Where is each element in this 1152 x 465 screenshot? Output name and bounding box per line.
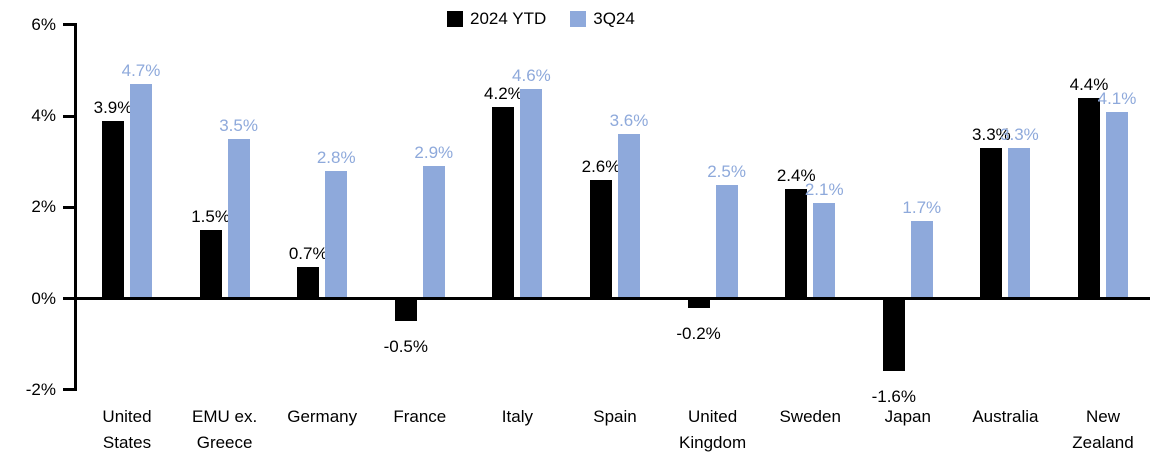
y-tick-mark [63, 23, 77, 27]
category-label: Germany [287, 407, 358, 426]
bar-3q24 [422, 166, 445, 299]
value-label: 0.7% [288, 243, 328, 263]
bar-2024-ytd [785, 189, 808, 299]
bar-2024-ytd [102, 120, 124, 299]
bar-3q24 [1008, 148, 1031, 299]
value-label: 2.6% [581, 156, 621, 176]
value-label: 2.8% [316, 147, 356, 167]
x-axis-line [74, 297, 1150, 300]
bar-3q24 [910, 220, 933, 299]
y-axis-tick-label: 6% [31, 14, 56, 34]
bar-3q24 [813, 202, 836, 299]
category-label: Italy [501, 407, 533, 426]
y-tick-mark [63, 297, 77, 300]
bar-2024-ytd [980, 148, 1003, 299]
bar-3q24 [715, 184, 738, 299]
bar-2024-ytd [687, 298, 710, 308]
y-tick-mark [63, 114, 77, 118]
value-label: 3.6% [609, 111, 649, 131]
value-label: -1.6% [871, 387, 916, 407]
y-axis-tick-label: -2% [25, 379, 56, 399]
bar-2024-ytd [492, 106, 515, 299]
bar-3q24 [618, 134, 640, 299]
value-label: 2.9% [414, 143, 454, 163]
value-label: 4.7% [121, 61, 161, 81]
value-label: 4.4% [1069, 74, 1109, 94]
value-label: 3.9% [93, 97, 133, 117]
y-tick-mark [63, 388, 77, 392]
legend-swatch-3q24 [570, 10, 587, 27]
value-label: -0.5% [383, 337, 428, 357]
legend-item-2024-ytd: 2024 YTD [447, 10, 546, 27]
bar-2024-ytd [199, 230, 222, 299]
value-label: 4.6% [512, 65, 551, 85]
y-axis-line [74, 23, 77, 392]
legend-label-2024-ytd: 2024 YTD [470, 9, 547, 28]
bar-3q24 [520, 88, 543, 299]
value-label: 1.5% [191, 207, 230, 227]
value-label: 4.2% [484, 83, 523, 103]
y-axis-tick-label: 4% [31, 106, 56, 126]
category-label: Spain [593, 407, 637, 426]
category-label: United Kingdom [679, 407, 747, 452]
bar-2024-ytd [1078, 97, 1100, 299]
bar-3q24 [227, 138, 250, 299]
category-label: EMU ex. Greece [192, 407, 258, 452]
bar-3q24 [325, 170, 348, 299]
category-label: Japan [884, 407, 931, 426]
legend-item-3q24: 3Q24 [570, 10, 635, 27]
value-label: 3.5% [219, 115, 258, 135]
y-axis-tick-label: 2% [31, 197, 56, 217]
bar-2024-ytd [394, 298, 417, 322]
legend-swatch-2024-ytd [447, 10, 463, 27]
category-label: New Zealand [1072, 407, 1134, 452]
category-label: France [393, 407, 447, 426]
category-label: United States [102, 407, 152, 452]
value-label: 4.1% [1097, 88, 1137, 108]
category-label: Australia [972, 407, 1039, 426]
value-label: 3.3% [972, 125, 1011, 145]
legend-label-3q24: 3Q24 [593, 9, 635, 28]
chart-legend: 2024 YTD 3Q24 [447, 10, 635, 27]
value-label: 3.3% [1000, 125, 1039, 145]
y-tick-mark [63, 205, 77, 209]
bar-2024-ytd [882, 298, 905, 372]
value-label: 1.7% [902, 197, 942, 217]
bar-2024-ytd [590, 179, 612, 299]
value-label: 2.4% [776, 166, 816, 186]
value-label: 2.5% [707, 161, 746, 181]
bar-2024-ytd [297, 266, 320, 299]
value-label: -0.2% [676, 323, 721, 343]
value-label: 2.1% [804, 179, 844, 199]
bar-3q24 [1106, 111, 1128, 299]
category-label: Sweden [779, 407, 841, 426]
y-axis-tick-label: 0% [31, 288, 56, 308]
bar-3q24 [130, 84, 152, 299]
